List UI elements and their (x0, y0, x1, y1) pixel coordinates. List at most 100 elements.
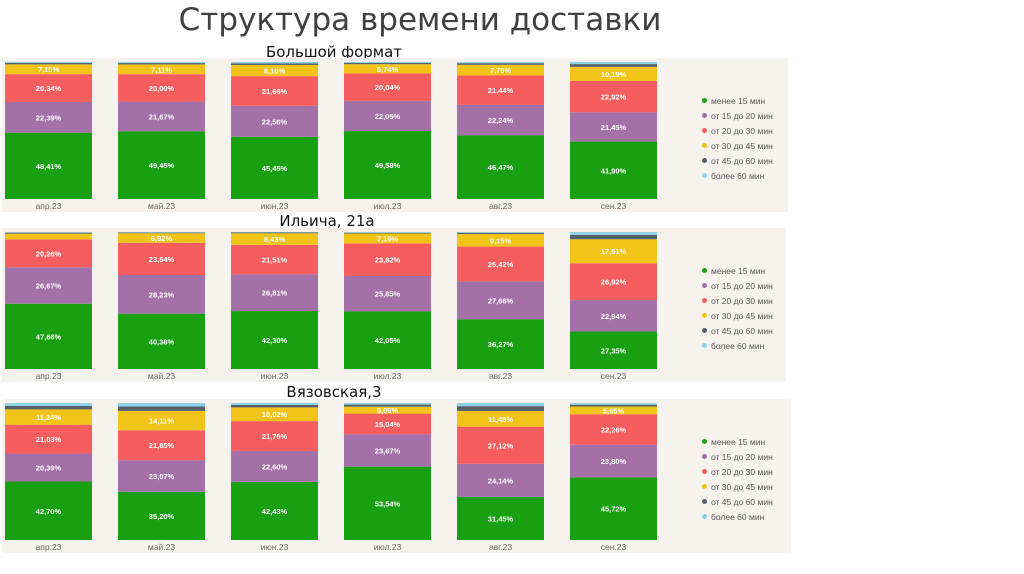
x-tick-label: авг.23 (489, 371, 512, 381)
data-label: 21,85% (149, 441, 175, 450)
bar-segment-20_30 (118, 74, 205, 102)
x-tick-label: май.23 (148, 542, 175, 552)
bar-segment-45_60 (457, 63, 544, 65)
legend-item-30_45: от 30 до 45 мин (702, 479, 797, 494)
legend: менее 15 мин от 15 до 20 мин от 20 до 30 м… (702, 263, 797, 353)
legend-marker (702, 268, 707, 273)
data-label: 8,43% (264, 235, 286, 244)
data-label: 17,51% (601, 247, 627, 256)
bar-segment-15_20 (5, 267, 92, 304)
data-label: 46,47% (488, 163, 514, 172)
bar-segment-gt60 (5, 403, 92, 406)
data-label: 23,82% (375, 256, 401, 265)
bar-segment-20_30 (231, 76, 318, 106)
data-label: 42,43% (262, 507, 288, 516)
x-tick-label: май.23 (148, 371, 175, 381)
legend-item-45_60: от 45 до 60 мин (702, 323, 797, 338)
legend-marker (702, 343, 707, 348)
data-label: 22,26% (601, 426, 627, 435)
data-label: 15,04% (375, 420, 401, 429)
x-tick-label: сен.23 (601, 542, 627, 552)
bar-segment-30_45 (344, 406, 431, 414)
bar-segment-gt60 (118, 232, 205, 233)
bar-segment-20_30 (231, 421, 318, 451)
bar-segment-lt15 (457, 496, 544, 540)
bar-segment-15_20 (5, 453, 92, 482)
bar-segment-gt60 (570, 61, 657, 65)
bar-segment-15_20 (344, 275, 431, 312)
x-tick-label: апр.23 (36, 201, 62, 211)
legend-item-gt60: более 60 мин (702, 509, 797, 524)
bar-segment-15_20 (5, 102, 92, 133)
x-tick-label: апр.23 (36, 542, 62, 552)
data-label: 45,45% (262, 164, 288, 173)
bar-segment-20_30 (5, 239, 92, 268)
bar-segment-45_60 (231, 63, 318, 65)
bar-segment-45_60 (457, 406, 544, 411)
bar-segment-lt15 (231, 311, 318, 369)
data-label: 14,11% (149, 417, 174, 426)
legend-label: от 20 до 30 мин (711, 295, 773, 306)
bar-segment-45_60 (231, 404, 318, 408)
bar-segment-20_30 (118, 430, 205, 461)
legend-item-20_30: от 20 до 30 мин (702, 464, 797, 479)
bar-segment-45_60 (344, 232, 431, 234)
data-label: 22,94% (601, 312, 627, 321)
bar-segment-gt60 (344, 232, 431, 233)
legend: менее 15 мин от 15 до 20 мин от 20 до 30 м… (702, 434, 797, 524)
bar-segment-lt15 (344, 466, 431, 540)
bar-segment-30_45 (5, 409, 92, 425)
bar-segment-lt15 (118, 313, 205, 369)
data-label: 23,67% (375, 446, 401, 455)
bar-segment-15_20 (457, 463, 544, 497)
chart-title-vyazovskaya: Вязовская,3 (286, 383, 382, 401)
data-label: 24,14% (488, 476, 514, 485)
legend-label: от 20 до 30 мин (711, 125, 773, 136)
bar-segment-gt60 (231, 403, 318, 405)
legend-item-30_45: от 30 до 45 мин (702, 308, 797, 323)
bar-segment-15_20 (231, 274, 318, 312)
bar-segment-45_60 (344, 62, 431, 65)
data-label: 31,45% (488, 514, 514, 523)
legend-label: от 15 до 20 мин (711, 280, 773, 291)
data-label: 20,34% (36, 84, 62, 93)
bar-segment-gt60 (570, 403, 657, 405)
bar-segment-45_60 (118, 232, 205, 234)
bar-segment-15_20 (457, 104, 544, 136)
stacked-bar-chart-ilicha: 47,66% 26,67% 20,26% апр.23 40,38% 28,23% 23,5… (5, 232, 657, 381)
data-label: 5,65% (603, 406, 625, 415)
legend-item-lt15: менее 15 мин (702, 434, 797, 449)
data-label: 26,81% (262, 289, 288, 298)
legend-label: менее 15 мин (711, 436, 766, 447)
stacked-bar-chart-bolshoy-format: 48,41% 22,39% 20,34% 7,15% апр.23 49,45% 21,67… (5, 61, 657, 211)
bar-segment-15_20 (570, 444, 657, 478)
legend-item-15_20: от 15 до 20 мин (702, 449, 797, 464)
legend-item-45_60: от 45 до 60 мин (702, 153, 797, 168)
bar-segment-30_45 (118, 233, 205, 243)
bar-segment-lt15 (344, 131, 431, 199)
bar-segment-gt60 (457, 62, 544, 64)
data-label: 20,26% (36, 249, 62, 258)
bar-segment-20_30 (457, 75, 544, 105)
bar-segment-15_20 (570, 112, 657, 142)
data-label: 22,60% (262, 462, 288, 471)
data-label: 8,18% (264, 67, 286, 76)
bar-segment-20_30 (457, 426, 544, 464)
bar-segment-15_20 (570, 300, 657, 332)
legend-label: менее 15 мин (711, 265, 766, 276)
page-title: Структура времени доставки (178, 2, 662, 38)
data-label: 36,27% (488, 340, 514, 349)
legend-label: от 15 до 20 мин (711, 451, 773, 462)
data-label: 22,39% (36, 113, 62, 122)
legend-marker (702, 143, 707, 148)
data-label: 21,44% (488, 86, 514, 95)
legend-label: менее 15 мин (711, 95, 766, 106)
data-label: 21,51% (262, 256, 288, 265)
bar-segment-30_45 (231, 407, 318, 422)
bar-segment-30_45 (5, 64, 92, 75)
bar-segment-30_45 (5, 233, 92, 240)
bar-segment-30_45 (457, 64, 544, 76)
legend-label: от 45 до 60 мин (711, 155, 773, 166)
data-label: 22,56% (262, 117, 288, 126)
data-label: 40,38% (149, 337, 175, 346)
